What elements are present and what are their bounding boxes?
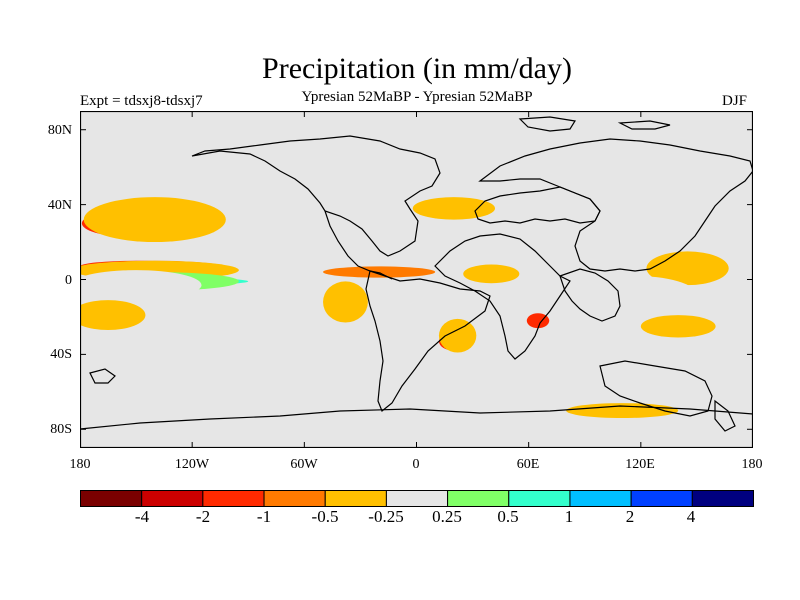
colorbar-box [263, 490, 326, 507]
map-subtitle: Ypresian 52MaBP - Ypresian 52MaBP [301, 89, 533, 105]
lon-tick-label: 120E [625, 457, 655, 472]
anomaly-region [631, 167, 744, 205]
anomaly-region [640, 315, 716, 338]
precipitation-map [80, 111, 753, 448]
anomaly-region [323, 170, 454, 201]
lon-tick-label: 60W [290, 457, 318, 472]
coastline-india [559, 268, 621, 322]
anomaly-region [83, 197, 226, 243]
anomaly-region [463, 264, 520, 284]
anomaly-region [323, 266, 436, 278]
coastline-island-nz [714, 399, 736, 432]
coastline-island-arctic [617, 120, 671, 130]
colorbar-label: -0.25 [368, 507, 404, 526]
lat-tick-label: 40N [47, 198, 72, 213]
coastline-island-pacific [89, 368, 116, 384]
colorbar-label: 2 [625, 507, 635, 526]
colorbar-label: 4 [686, 507, 696, 526]
coastline-south-america [365, 270, 491, 412]
anomaly-region [566, 275, 697, 314]
colorbar-label: -1 [256, 507, 272, 526]
coastline-island-greenland [518, 116, 576, 132]
coastline-africa [434, 233, 571, 360]
colorbar-box [447, 490, 510, 507]
colorbar-box [691, 490, 754, 507]
anomaly-region [438, 318, 477, 353]
lon-tick-label: 120W [174, 457, 210, 472]
coastlines [80, 116, 753, 432]
colorbar-box [80, 490, 143, 507]
colorbar-box [630, 490, 693, 507]
coastline-central-america [324, 210, 393, 280]
colorbar-label: 1 [564, 507, 574, 526]
anomaly-region [323, 281, 368, 323]
anomaly-region [412, 197, 496, 220]
lat-tick-label: 40S [50, 347, 72, 362]
anomaly-region [341, 354, 567, 374]
lon-tick-label: 180 [741, 457, 763, 472]
colorbar-box [385, 490, 449, 507]
colorbar-label: -0.5 [311, 507, 339, 526]
colorbar-box [508, 490, 571, 507]
lat-tick-label: 80N [47, 123, 72, 138]
colorbar-label: 0.5 [497, 507, 519, 526]
colorbar [80, 490, 754, 507]
anomaly-region [80, 270, 202, 301]
anomaly-region [566, 403, 679, 419]
anomaly-region [80, 300, 146, 331]
colorbar-box [569, 490, 632, 507]
coastline-asia [478, 138, 753, 272]
anomaly-region [526, 313, 550, 329]
colorbar-box [324, 490, 387, 507]
colorbar-box [141, 490, 204, 507]
coastline-north-america [191, 135, 441, 257]
lon-tick-label: 0 [412, 457, 420, 472]
lon-tick-label: 180 [69, 457, 91, 472]
lat-tick-label: 80S [50, 422, 72, 437]
lat-tick-label: 0 [65, 273, 72, 288]
season-label: DJF [722, 93, 748, 109]
axis-ticks [80, 111, 753, 448]
map-title: Precipitation (in mm/day) [262, 52, 572, 85]
coastline-antarctica [80, 405, 753, 430]
colorbar-box [202, 490, 265, 507]
lon-tick-label: 60E [516, 457, 540, 472]
experiment-label: Expt = tdsxj8-tdsxj7 [80, 93, 203, 109]
colorbar-label: 0.25 [432, 507, 462, 526]
colorbar-label: -2 [195, 507, 211, 526]
colorbar-label: -4 [134, 507, 150, 526]
